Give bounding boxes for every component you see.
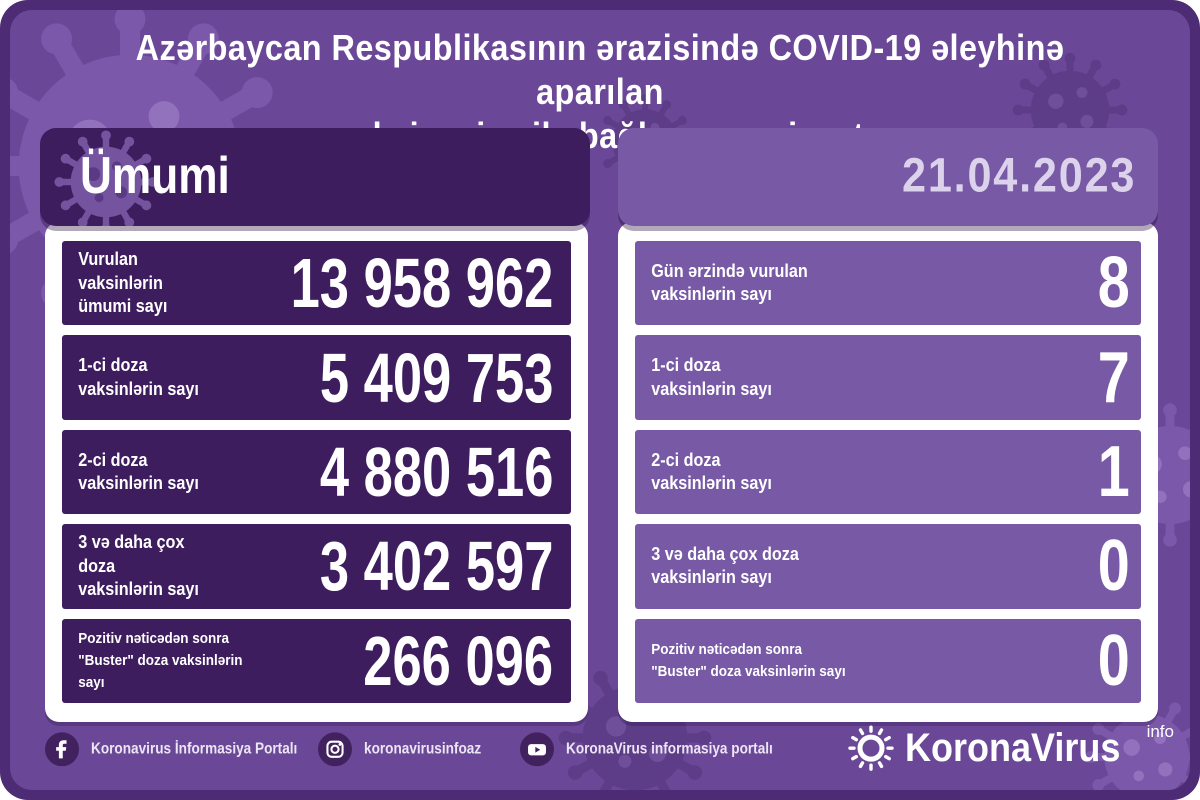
row-value: 5 409 753 [319,338,553,417]
poster-canvas: Azərbaycan Respublikasının ərazisində CO… [10,10,1190,790]
instagram-icon [318,732,352,767]
table-row: 2-ci doza vaksinlərin sayı 4 880 516 [62,429,571,515]
facebook-label: Koronavirus İnformasiya Portalı [91,740,298,758]
table-row: 3 və daha çox doza vaksinlərin sayı 3 40… [62,524,571,609]
table-row: 1-ci doza vaksinlərin sayı 7 [635,335,1141,420]
row-label: Pozitiv nəticədən sonra "Buster" doza va… [651,641,846,680]
youtube-label: KoronaVirus informasiya portalı [566,740,773,758]
instagram-label: koronavirusinfoaz [364,740,482,758]
row-value: 0 [1097,620,1130,701]
totals-header-label: Ümumi [80,146,230,205]
row-value: 8 [1097,243,1130,324]
totals-panel: Vurulan vaksinlərin ümumi sayı 13 958 96… [45,222,588,722]
daily-panel: Gün ərzində vurulan vaksinlərin sayı 8 1… [618,222,1158,722]
brand-name: KoronaVirus [905,726,1121,771]
row-label: 3 və daha çox doza vaksinlərin sayı [78,532,199,600]
table-row: Pozitiv nəticədən sonra "Buster" doza va… [635,618,1141,704]
facebook-icon [45,732,79,767]
date-header: 21.04.2023 [618,128,1158,226]
row-label: Pozitiv nəticədən sonra "Buster" doza va… [78,630,243,691]
koronavirus-info-logo[interactable]: KoronaVirus info [847,722,1174,772]
row-label: 2-ci doza vaksinlərin sayı [651,449,772,494]
row-label: 1-ci doza vaksinlərin sayı [78,355,199,399]
row-value: 7 [1097,337,1130,418]
table-row: Pozitiv nəticədən sonra "Buster" doza va… [62,618,571,704]
row-value: 1 [1097,432,1130,513]
instagram-link[interactable]: koronavirusinfoaz [318,732,502,767]
row-value: 3 402 597 [319,527,553,606]
youtube-icon [520,732,554,767]
row-value: 0 [1097,526,1130,607]
totals-header: Ümumi [40,128,590,226]
table-row: Gün ərzində vurulan vaksinlərin sayı 8 [635,241,1141,326]
row-label: 1-ci doza vaksinlərin sayı [651,355,772,399]
row-value: 13 958 962 [290,244,553,323]
row-value: 266 096 [363,621,553,700]
row-label: Gün ərzində vurulan vaksinlərin sayı [651,260,808,305]
row-label: Vurulan vaksinlərin ümumi sayı [78,249,168,316]
table-row: 3 və daha çox doza vaksinlərin sayı 0 [635,524,1141,609]
footer: Koronavirus İnformasiya Portalı koronavi… [10,714,1190,790]
report-date: 21.04.2023 [901,149,1136,203]
table-row: 1-ci doza vaksinlərin sayı 5 409 753 [62,335,571,420]
youtube-link[interactable]: KoronaVirus informasiya portalı [520,732,809,767]
row-label: 2-ci doza vaksinlərin sayı [78,449,199,494]
title-line-1: Azərbaycan Respublikasının ərazisində CO… [135,27,1065,112]
facebook-link[interactable]: Koronavirus İnformasiya Portalı [45,732,334,767]
table-row: 2-ci doza vaksinlərin sayı 1 [635,429,1141,515]
row-label: 3 və daha çox doza vaksinlərin sayı [651,544,799,588]
brand-suffix: info [1146,722,1174,742]
table-row: Vurulan vaksinlərin ümumi sayı 13 958 96… [62,241,571,326]
row-value: 4 880 516 [319,433,553,512]
logo-virus-icon [848,725,894,771]
